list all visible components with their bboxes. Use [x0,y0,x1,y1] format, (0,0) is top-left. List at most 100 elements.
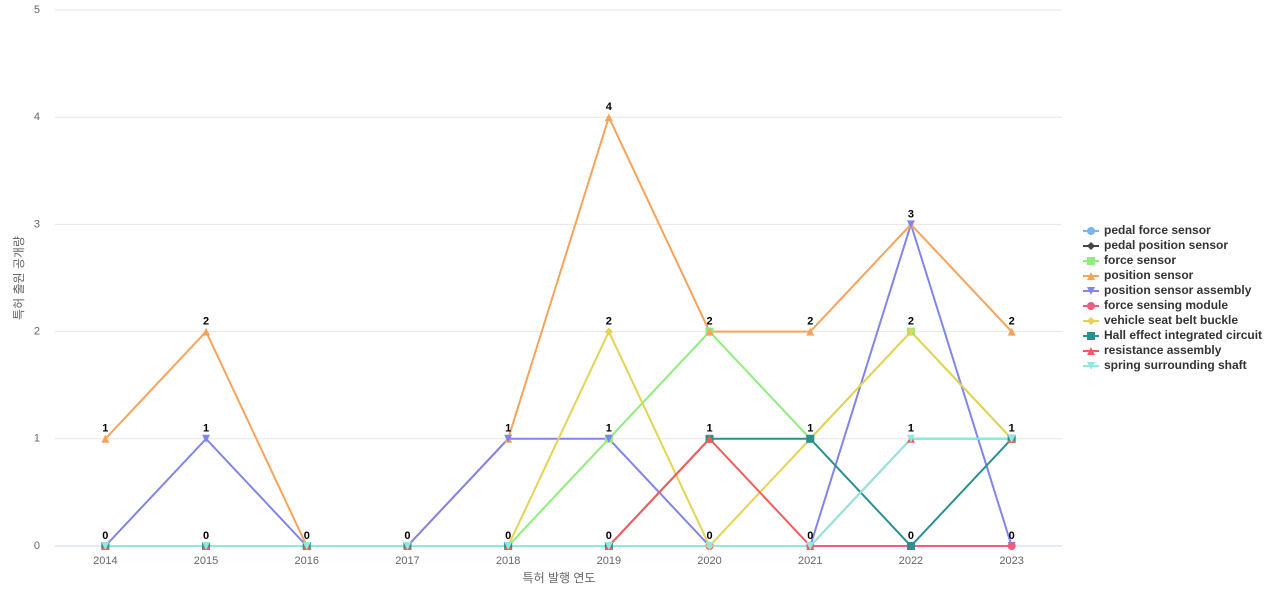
data-label: 2 [606,316,612,328]
legend-item[interactable]: position sensor assembly [1083,283,1252,297]
data-label: 1 [203,423,209,435]
y-tick-label: 3 [34,218,40,230]
legend-symbol [1087,332,1095,340]
data-label: 0 [606,530,612,542]
data-label: 2 [1009,316,1015,328]
point [202,434,211,443]
data-label: 1 [706,423,712,435]
point [604,327,613,336]
y-tick-label: 4 [34,111,40,123]
data-label: 4 [606,101,613,113]
legend-item[interactable]: pedal force sensor [1083,223,1211,237]
legend-symbol [1087,317,1095,325]
x-tick-label: 2014 [93,555,117,567]
series-line [104,221,1013,547]
legend-symbol [1087,347,1095,355]
point [806,327,815,336]
legend-label: Hall effect integrated circuit [1104,328,1262,342]
legend-item[interactable]: vehicle seat belt buckle [1083,313,1238,327]
legend-item[interactable]: force sensor [1083,253,1176,267]
point [101,434,110,443]
x-tick-label: 2021 [798,555,822,567]
legend-label: pedal position sensor [1104,238,1228,252]
legend-label: position sensor assembly [1104,283,1252,297]
data-label: 2 [706,316,712,328]
x-tick-label: 2020 [697,555,721,567]
point [806,542,815,550]
point [202,542,211,550]
legend-item[interactable]: spring surrounding shaft [1083,358,1247,372]
data-label: 3 [908,208,914,220]
data-label: 1 [908,423,914,435]
legend-item[interactable]: force sensing module [1083,298,1228,312]
legend-item[interactable]: resistance assembly [1083,343,1222,357]
legend-label: vehicle seat belt buckle [1104,313,1238,327]
legend-label: pedal force sensor [1104,223,1211,237]
x-axis-title: 특허 발행 연도 [523,570,596,585]
data-label: 0 [505,530,511,542]
point [1007,327,1016,336]
point [302,542,311,550]
data-label: 1 [102,423,108,435]
point [906,220,915,229]
legend-label: spring surrounding shaft [1104,358,1247,372]
point [604,434,613,443]
point [604,113,613,122]
point [604,542,613,550]
point [101,542,110,550]
legend-symbol [1087,287,1095,295]
legend-symbol [1087,257,1095,265]
data-label: 1 [1009,423,1015,435]
point [806,434,815,443]
y-tick-label: 1 [34,433,40,445]
x-tick-label: 2016 [295,555,319,567]
point [1007,434,1016,443]
legend-symbol [1087,362,1095,370]
point [705,327,714,336]
point [906,327,915,336]
legend-label: force sensor [1104,253,1176,267]
legend-label: position sensor [1104,268,1194,282]
legend-item[interactable]: Hall effect integrated circuit [1083,328,1262,342]
x-tick-label: 2015 [194,555,218,567]
point [906,434,915,443]
legend-symbol [1087,227,1095,235]
legend-symbol [1087,302,1095,310]
data-label: 2 [908,316,914,328]
legend-symbol [1087,242,1095,250]
legend-symbol [1087,272,1095,280]
data-label: 0 [203,530,209,542]
point [504,434,513,443]
x-tick-label: 2023 [999,555,1023,567]
x-tick-label: 2018 [496,555,520,567]
point [403,542,412,550]
data-label: 0 [404,530,410,542]
legend-label: force sensing module [1104,298,1228,312]
data-label: 0 [102,530,108,542]
legend-label: resistance assembly [1104,343,1222,357]
x-tick-label: 2022 [899,555,923,567]
x-tick-label: 2017 [395,555,419,567]
point [705,434,714,443]
data-label: 0 [908,530,914,542]
series-line [104,114,1013,547]
point [705,542,714,550]
data-label: 2 [807,316,813,328]
data-label: 0 [807,530,813,542]
data-label: 0 [706,530,712,542]
data-label: 1 [807,423,813,435]
x-tick-label: 2019 [597,555,621,567]
data-label: 1 [606,423,612,435]
series-line [105,437,1012,547]
y-tick-label: 2 [34,326,40,338]
y-tick-label: 0 [34,540,40,552]
point [1007,542,1016,550]
y-tick-label: 5 [34,4,40,16]
legend-item[interactable]: position sensor [1083,268,1194,282]
data-label: 2 [203,316,209,328]
point [906,542,915,550]
data-label: 0 [304,530,310,542]
legend-item[interactable]: pedal position sensor [1083,238,1228,252]
y-axis-title: 특허 출원 공개량 [12,236,26,320]
